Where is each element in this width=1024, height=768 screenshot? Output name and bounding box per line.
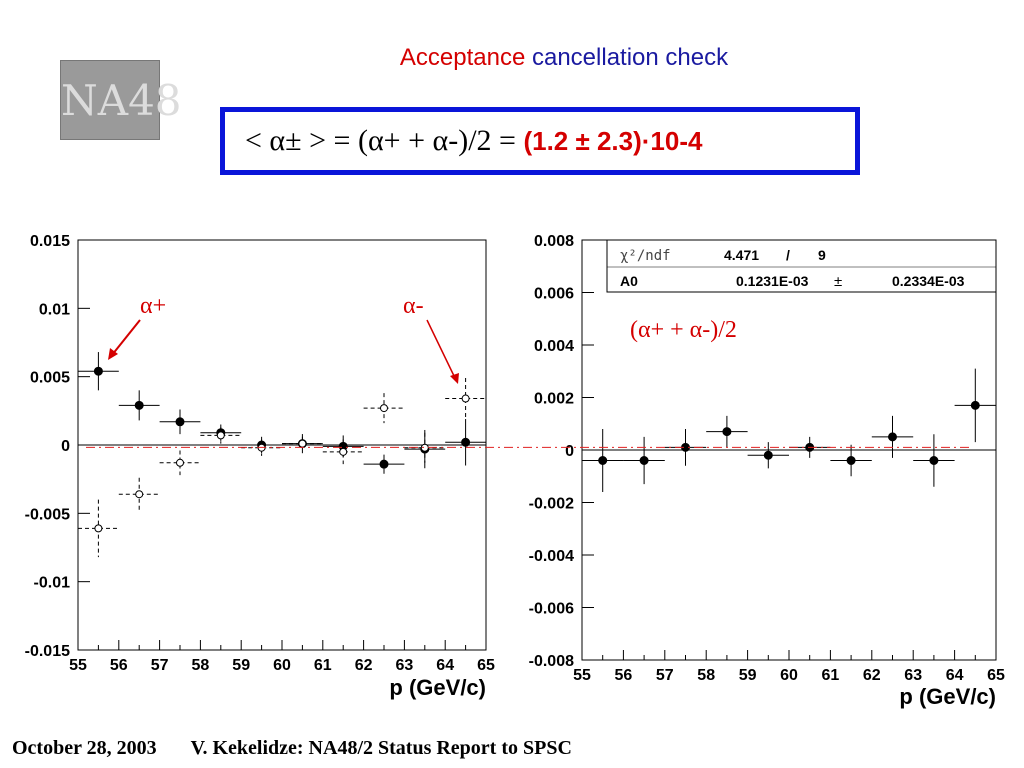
chart1-series2-point <box>380 404 388 413</box>
chart1-x-tick-label: 55 <box>69 657 87 674</box>
formula-equals: = <box>499 124 516 157</box>
chart1-series2-point <box>339 447 348 456</box>
chart2-x-tick-label: 56 <box>615 667 633 684</box>
chart1-x-tick-label: 63 <box>396 657 414 674</box>
a0-label: A0 <box>620 273 638 289</box>
footer: October 28, 2003 V. Kekelidze: NA48/2 Sta… <box>12 737 572 760</box>
footer-date: October 28, 2003 <box>12 737 157 759</box>
chart1-series1-point <box>93 366 103 376</box>
alpha-plus-arrow-head <box>108 348 118 360</box>
chart2-series1-point <box>846 456 856 465</box>
alpha-minus-label: α- <box>403 293 424 319</box>
formula-box: < α± > = (α+ + α-)/2 = (1.2 ± 2.3)·10-4 <box>220 107 860 175</box>
alpha-plus-label: α+ <box>140 293 166 319</box>
formula-lhs: < α± > <box>245 124 327 157</box>
chart2-series1-point <box>888 432 897 442</box>
chart1-x-tick-label: 56 <box>110 657 128 674</box>
alpha-minus-arrow-head <box>450 373 459 384</box>
chart2-y-tick-label: 0 <box>565 443 574 460</box>
chart2-y-tick-label: 0.008 <box>534 233 574 250</box>
chart1-x-tick-label: 62 <box>355 657 373 674</box>
chart2-series1-point <box>598 456 608 465</box>
chart1-y-tick-label: 0.015 <box>30 233 70 250</box>
title-acceptance: Acceptance <box>399 44 526 71</box>
chart1-series1-point <box>134 400 144 410</box>
chart2-x-tick-label: 62 <box>863 667 881 684</box>
slide-title: Acceptance cancellation check <box>0 44 1024 72</box>
chart2-x-axis-title: p (GeV/c) <box>899 684 996 709</box>
chart1-y-tick-label: 0.01 <box>39 301 70 318</box>
average-label: (α+ + α-)/2 <box>630 317 737 343</box>
a0-error: 0.2334E-03 <box>892 273 965 289</box>
alpha-plus-arrow-line <box>111 319 141 356</box>
chart1-series1-point <box>461 437 471 447</box>
chart2-y-tick-label: 0.006 <box>534 286 574 303</box>
chi2-value: 4.471 <box>724 247 759 263</box>
formula-result: (1.2 ± 2.3)·10-4 <box>523 126 703 156</box>
title-cancellation-check: cancellation check <box>531 44 729 71</box>
chart1-series2-point <box>176 458 184 467</box>
alpha-minus-arrow-line <box>426 319 456 379</box>
chart2-x-tick-label: 57 <box>656 667 674 684</box>
chart2-y-tick-label: -0.004 <box>529 548 574 565</box>
chart1-series2-point <box>135 490 144 499</box>
chart2-series1-point <box>970 400 980 410</box>
chart1-x-tick-label: 64 <box>436 657 454 674</box>
chart1-x-tick-label: 65 <box>477 657 495 674</box>
chart1-x-tick-label: 61 <box>314 657 332 674</box>
chart1-y-tick-label: 0.005 <box>30 370 70 387</box>
chart2-series1-point <box>929 456 939 465</box>
chart2-y-tick-label: -0.006 <box>529 601 574 618</box>
chart1-series2-point <box>216 431 225 440</box>
chart2-y-tick-label: 0.002 <box>534 391 574 408</box>
chart2-x-tick-label: 65 <box>987 667 1005 684</box>
chart2-x-tick-label: 59 <box>739 667 757 684</box>
chart1-y-tick-label: 0 <box>61 438 70 455</box>
chart1-y-tick-label: -0.01 <box>34 575 71 592</box>
chart1-x-tick-label: 57 <box>151 657 169 674</box>
chart2-y-tick-label: 0.004 <box>534 338 574 355</box>
chart2-series1-point <box>639 456 649 465</box>
footer-title: V. Kekelidze: NA48/2 Status Report to SP… <box>190 737 572 759</box>
chart2-x-tick-label: 58 <box>697 667 715 684</box>
chart1-x-tick-label: 59 <box>232 657 250 674</box>
chi2-ndf-label: χ²/ndf <box>620 248 671 264</box>
chart2-x-tick-label: 55 <box>573 667 591 684</box>
chart1-y-tick-label: -0.005 <box>25 506 70 523</box>
chart2-x-tick-label: 61 <box>822 667 840 684</box>
chart1-series1-point <box>175 417 185 427</box>
chart1-series2-point <box>461 394 470 403</box>
chart2-x-tick-label: 63 <box>904 667 922 684</box>
chart2-x-tick-label: 60 <box>780 667 798 684</box>
chart1-series1-point <box>379 459 389 469</box>
chart1-y-tick-label: -0.015 <box>25 643 70 660</box>
chart2-y-tick-label: -0.008 <box>529 653 574 670</box>
formula: < α± > = (α+ + α-)/2 = (1.2 ± 2.3)·10-4 <box>245 124 702 158</box>
chart2-series1-point <box>722 427 732 437</box>
fit-stat-box <box>606 239 997 293</box>
a0-value: 0.1231E-03 <box>736 273 809 289</box>
chart1-series2-point <box>298 439 307 448</box>
chart2-y-tick-label: -0.002 <box>529 496 574 513</box>
chart1-x-tick-label: 60 <box>273 657 291 674</box>
chart1-x-tick-label: 58 <box>192 657 210 674</box>
formula-average: = (α+ + α-)/2 <box>333 124 492 157</box>
chart2-series1-point <box>763 450 773 460</box>
ndf-value: 9 <box>818 247 826 263</box>
chart1-x-axis-title: p (GeV/c) <box>389 675 486 700</box>
chart1-series2-point <box>94 524 103 533</box>
chi2-slash: / <box>786 247 790 263</box>
plus-minus-sign: ± <box>834 273 842 290</box>
chart2-x-tick-label: 64 <box>946 667 964 684</box>
